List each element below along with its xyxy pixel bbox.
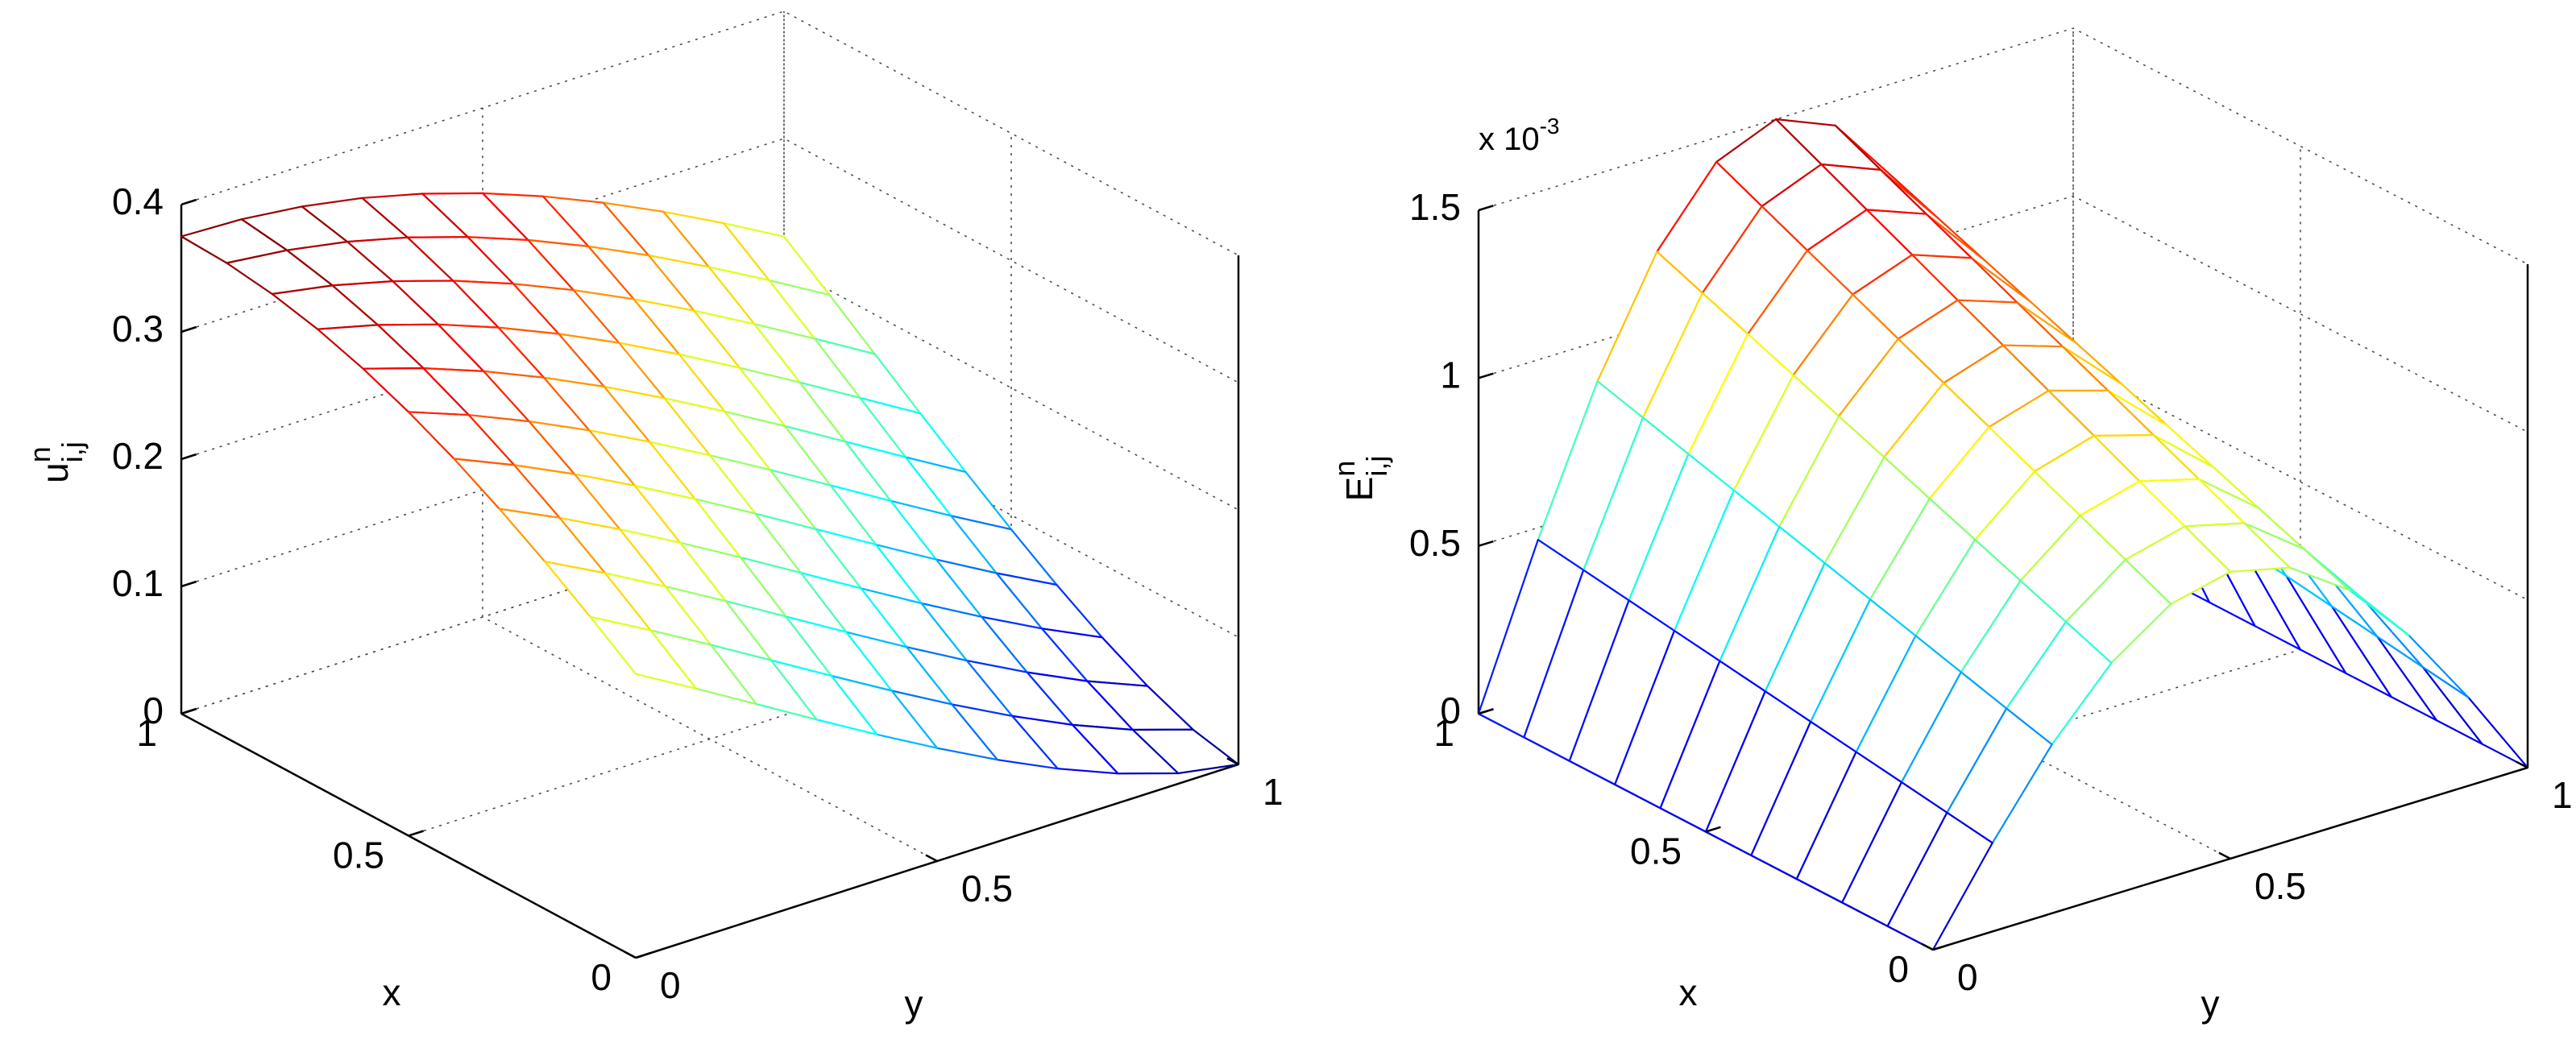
z-axis-label: uni,j xyxy=(23,441,89,483)
x-tick-label: 0.5 xyxy=(333,835,384,876)
y-tick-label: 1 xyxy=(1263,771,1284,813)
z-tick xyxy=(180,580,197,588)
z-tick xyxy=(180,453,197,461)
z-tick xyxy=(180,707,197,715)
z-tick-label: 0.4 xyxy=(112,180,164,222)
y-tick xyxy=(1921,942,1934,951)
z-axis-label: Eni,j xyxy=(1328,456,1393,502)
z-label-base: E xyxy=(1338,477,1380,502)
x-axis-label: x xyxy=(383,971,401,1013)
z-tick-label: 0.2 xyxy=(112,435,164,477)
x-tick xyxy=(1932,944,1948,951)
y-tick xyxy=(1226,757,1239,766)
grid-line xyxy=(180,392,1239,638)
z-tick-label: 1 xyxy=(1440,354,1461,396)
x-tick-label: 1 xyxy=(136,712,157,754)
y-axis-label: y xyxy=(2201,983,2220,1025)
grid-line xyxy=(180,11,785,714)
z-tick xyxy=(1478,540,1494,547)
grid-line xyxy=(408,133,1012,837)
y-tick xyxy=(2516,760,2528,769)
x-tick xyxy=(635,951,652,959)
y-tick-label: 0 xyxy=(660,964,681,1006)
z-label-sub: i,j xyxy=(1360,456,1393,477)
z-tick xyxy=(1478,205,1494,212)
z-label-base: u xyxy=(34,462,76,483)
z-label-sub: i,j xyxy=(56,441,89,462)
z-tick-label: 0.3 xyxy=(112,308,164,350)
x-tick-label: 0 xyxy=(591,956,612,998)
grid-line xyxy=(180,265,1239,511)
y-tick-label: 1 xyxy=(2552,774,2573,816)
y-tick xyxy=(925,854,938,863)
y-tick-label: 0 xyxy=(1957,956,1978,998)
y-tick xyxy=(2218,851,2231,860)
x-axis-label: x xyxy=(1679,971,1698,1013)
y-axis-label: y xyxy=(905,983,923,1025)
y-tick-label: 0.5 xyxy=(961,868,1013,909)
z-tick-label: 0.1 xyxy=(112,562,164,604)
surface xyxy=(1477,118,2529,951)
z-multiplier-base: x 10 xyxy=(1479,122,1540,157)
mesh-cell xyxy=(589,615,697,690)
z-label-sup: n xyxy=(1328,461,1361,477)
z-tick-label: 1.5 xyxy=(1409,186,1461,228)
z-multiplier-exp: -3 xyxy=(1540,114,1560,139)
z-tick xyxy=(180,198,197,206)
mesh-cell xyxy=(1886,811,1993,951)
x-tick xyxy=(408,830,425,837)
z-tick-label: 0 xyxy=(143,690,164,731)
z-multiplier: x 10-3 xyxy=(1479,114,1560,156)
surface xyxy=(180,192,1240,775)
y-tick-label: 0.5 xyxy=(2255,865,2306,907)
z-tick xyxy=(1478,708,1494,715)
z-tick xyxy=(1478,372,1494,379)
x-tick xyxy=(1705,826,1721,833)
x-tick-label: 0.5 xyxy=(1630,830,1682,872)
x-tick-label: 1 xyxy=(1433,712,1454,754)
z-tick xyxy=(180,325,197,333)
grid-line xyxy=(180,10,1239,256)
z-tick-label: 0 xyxy=(1440,690,1461,731)
z-tick-label: 0.5 xyxy=(1409,522,1461,564)
x-tick-label: 0 xyxy=(1888,948,1909,990)
y-tick xyxy=(624,951,637,959)
z-label-sup: n xyxy=(23,446,56,462)
